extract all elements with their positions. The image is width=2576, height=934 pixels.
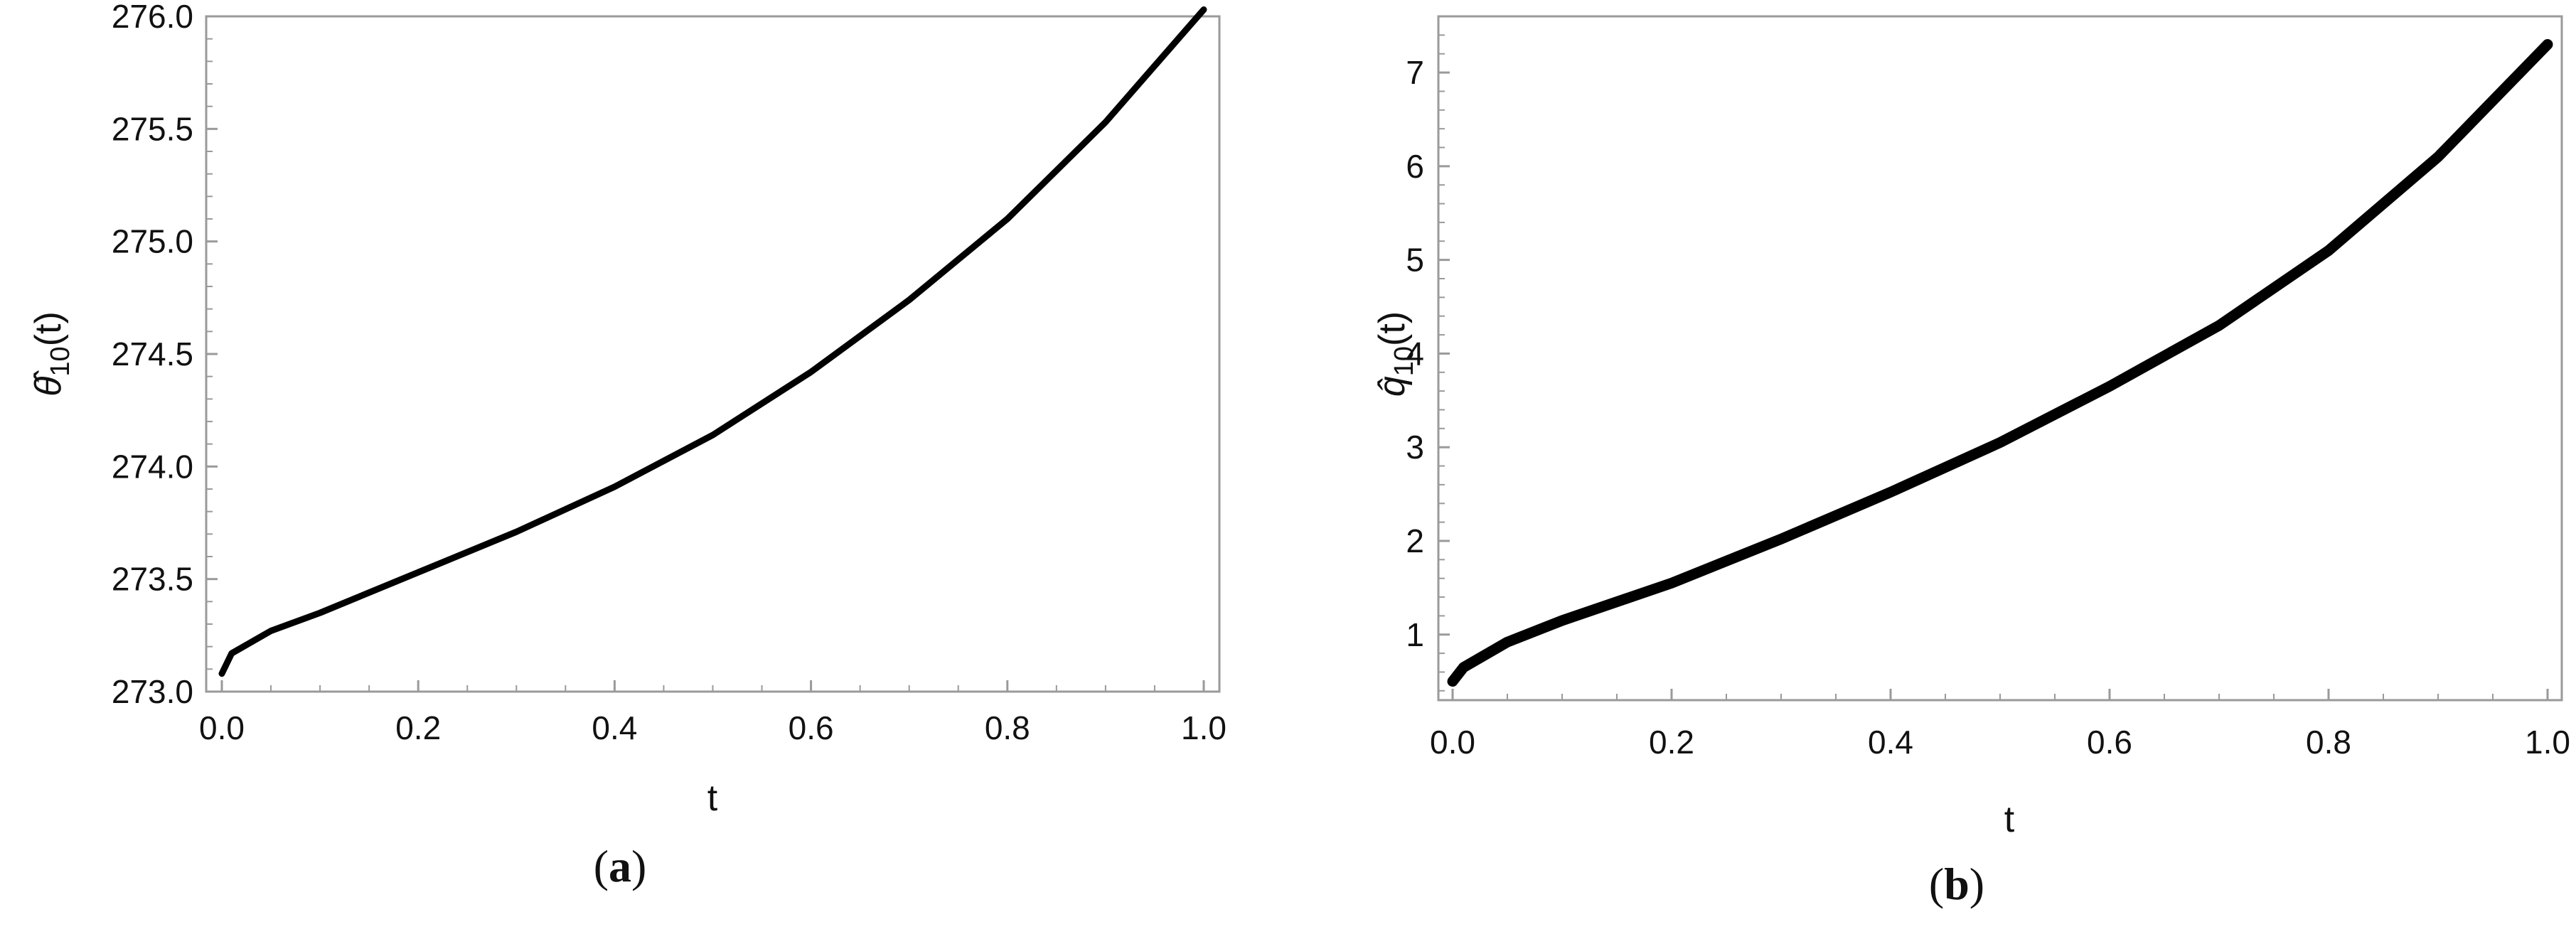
panel-b-series-line: [1447, 39, 2553, 687]
panel-a-plot-frame: [205, 15, 1221, 693]
y-tick-label: 274.5: [112, 336, 193, 372]
x-tick-label: 0.2: [395, 709, 441, 746]
x-tick-label: 0.0: [199, 709, 245, 746]
x-tick-label: 1.0: [1181, 709, 1226, 746]
x-tick-label: 1.0: [2525, 724, 2570, 761]
x-tick-label: 0.0: [1430, 724, 1475, 761]
y-tick-label: 273.0: [112, 673, 193, 710]
y-tick-label: 7: [1406, 54, 1424, 91]
x-tick-label: 0.2: [1649, 724, 1694, 761]
y-tick-label: 3: [1406, 429, 1424, 466]
x-tick-label: 0.6: [2087, 724, 2132, 761]
y-tick-label: 5: [1406, 242, 1424, 279]
x-tick-label: 0.4: [592, 709, 637, 746]
x-tick-label: 0.6: [789, 709, 834, 746]
x-tick-label: 0.8: [2306, 724, 2351, 761]
panel-b-x-axis-label: t: [2004, 799, 2015, 840]
panel-a-y-ticks: 273.0 273.5 274.0 274.5 275.0 275.5 276.0: [112, 0, 218, 710]
x-tick-label: 0.8: [985, 709, 1030, 746]
panel-a-caption: (a): [594, 841, 647, 891]
panel-b-x-ticks: 0.0 0.2 0.4 0.6 0.8 1.0: [1430, 689, 2570, 761]
y-tick-label: 1: [1406, 616, 1424, 653]
svg-text:q̂10(t): q̂10(t): [1372, 311, 1419, 397]
x-tick-label: 0.4: [1868, 724, 1913, 761]
panel-a-y-axis-label: θ̂10(t): [28, 311, 75, 397]
y-tick-label: 275.0: [112, 223, 193, 260]
y-tick-label: 275.5: [112, 110, 193, 147]
panel-b-plot-frame: [1437, 15, 2563, 702]
panel-b-y-ticks: 1 2 3 4 5 6 7: [1406, 34, 1450, 692]
panel-b-chart: 1 2 3 4 5 6 7 0.0 0.2 0.4 0.6 0.8 1.0 t q̂10(t) (b): [1372, 15, 2570, 909]
panel-a-series-line: [218, 6, 1207, 677]
y-tick-label: 2: [1406, 522, 1424, 559]
y-tick-label: 276.0: [112, 0, 193, 35]
y-tick-label: 273.5: [112, 561, 193, 598]
y-tick-label: 4: [1406, 335, 1424, 372]
panel-a-x-ticks: 0.0 0.2 0.4 0.6 0.8 1.0: [199, 680, 1226, 746]
panel-b-caption: (b): [1929, 859, 1984, 909]
y-tick-label: 274.0: [112, 448, 193, 485]
svg-text:θ̂10(t): θ̂10(t): [28, 311, 75, 397]
y-tick-label: 6: [1406, 148, 1424, 185]
panel-b-y-axis-label: q̂10(t): [1372, 311, 1419, 397]
panel-a-x-axis-label: t: [707, 778, 718, 819]
